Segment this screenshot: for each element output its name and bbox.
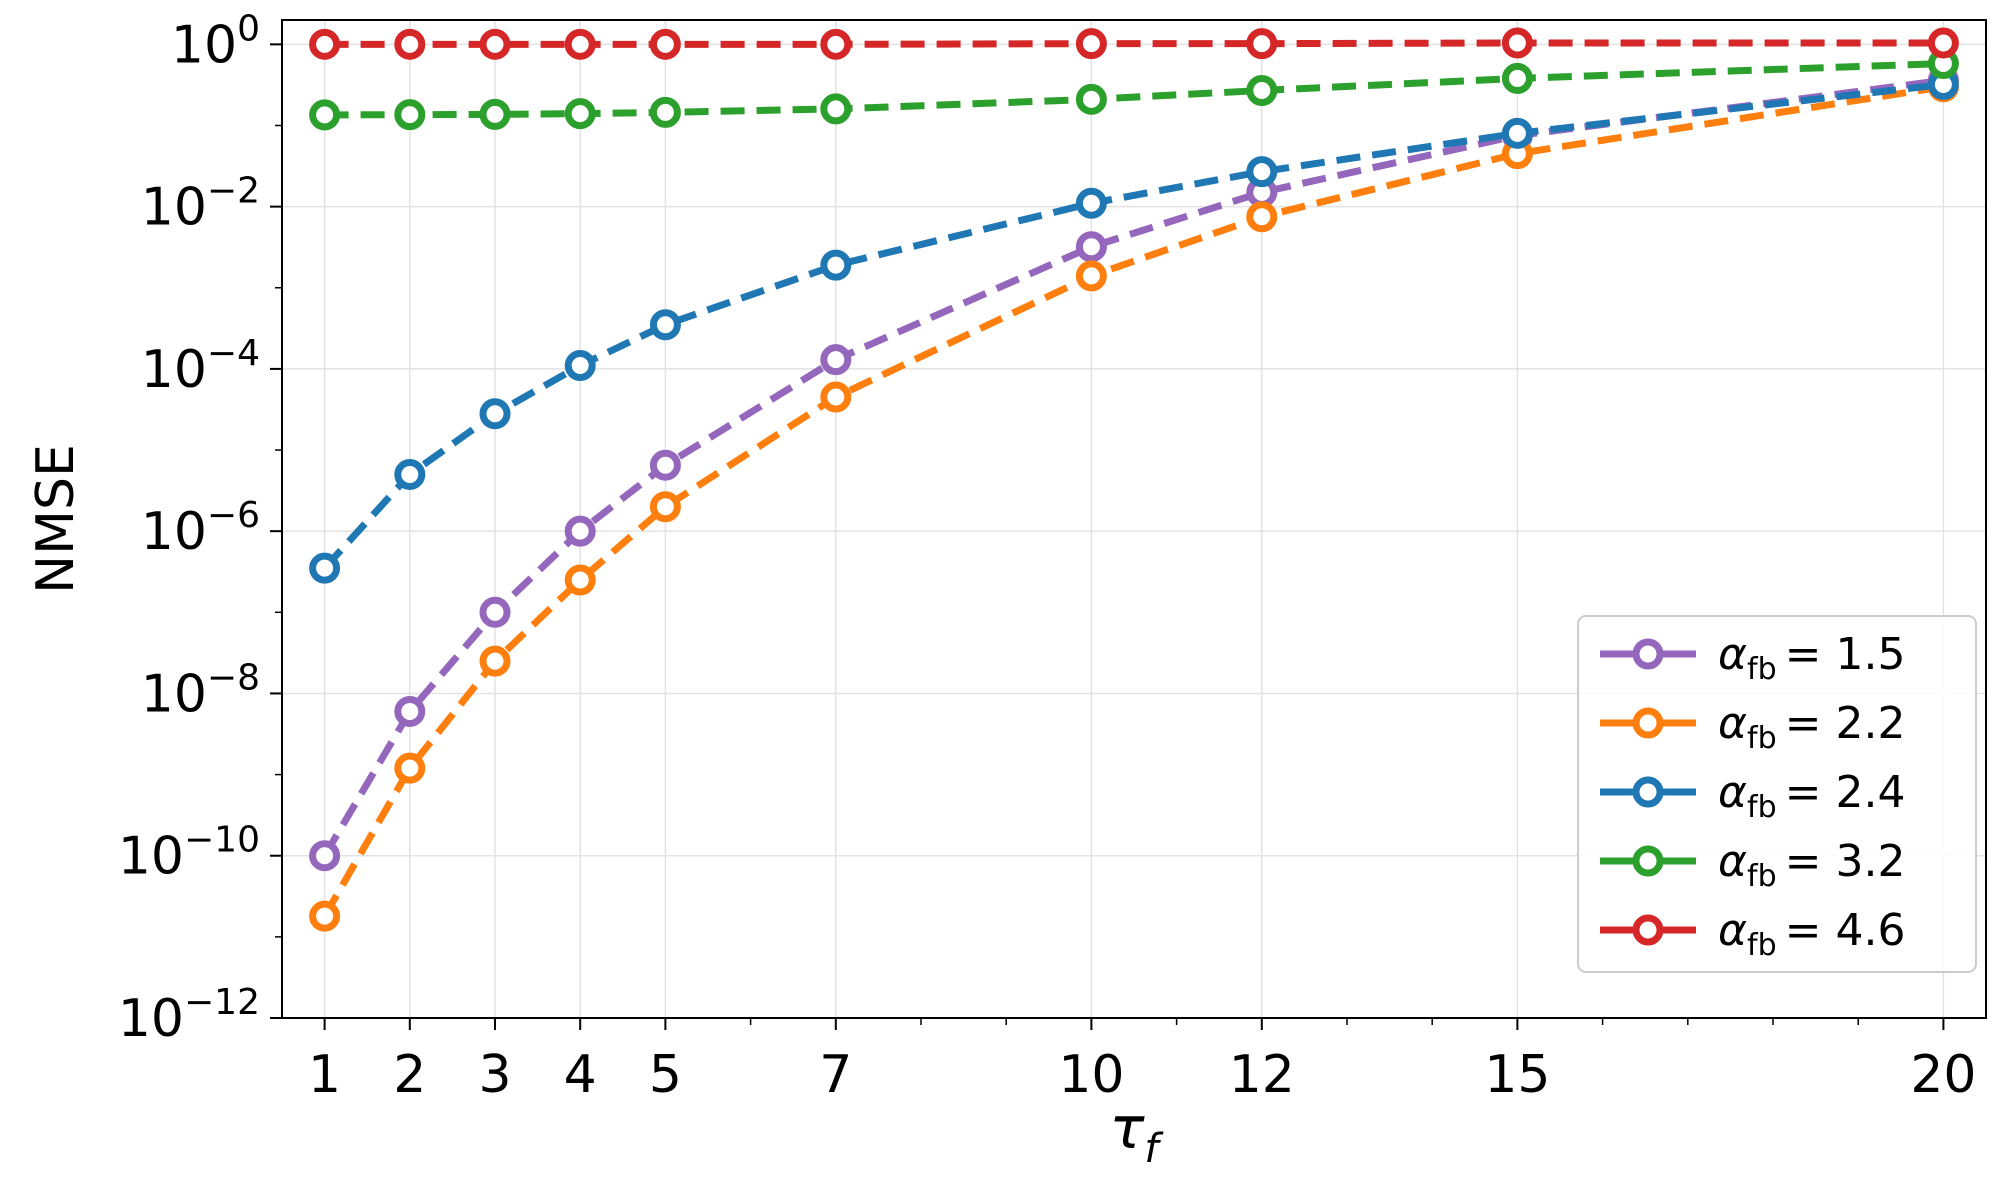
data-point [564,515,596,547]
y-tick-label: 100 [171,8,260,75]
legend: αfb = 1.5 αfb = 2.2 αfb = 2.4 αfb = 3.2 αfb = 4.6 [1577,615,1977,973]
legend-swatch-marker [1632,845,1664,877]
data-point [649,491,681,523]
data-point [394,695,426,727]
series-3 [309,48,1959,131]
data-point [1501,117,1533,149]
legend-label: αfb = 2.4 [1718,767,1905,825]
data-point [309,28,341,60]
data-point [1075,187,1107,219]
x-tick-label: 2 [393,1045,426,1105]
data-point [479,645,511,677]
legend-swatch-marker [1632,638,1664,670]
data-point [309,552,341,584]
y-axis-label: NMSE [26,444,86,594]
data-point [479,398,511,430]
x-tick-label: 4 [564,1045,597,1105]
legend-label: αfb = 2.2 [1718,698,1905,756]
series-line [321,76,1944,858]
data-point [649,96,681,128]
data-point [820,249,852,281]
series-4 [309,27,1959,60]
data-point [479,28,511,60]
y-tick-label: 10−2 [141,171,260,238]
y-tick-label: 10−8 [141,657,260,724]
data-point [564,350,596,382]
series-2 [309,68,1959,584]
data-point [1246,156,1278,188]
x-tick-label: 5 [649,1045,682,1105]
data-point [1075,231,1107,263]
data-point [564,564,596,596]
data-point [309,99,341,131]
data-point [1501,27,1533,59]
legend-label: αfb = 1.5 [1718,629,1905,687]
x-tick-label: 7 [819,1045,852,1105]
legend-swatch-marker [1632,707,1664,739]
data-point [394,99,426,131]
series-line [321,83,1944,918]
data-point [649,309,681,341]
legend-swatch-marker [1632,914,1664,946]
data-point [820,93,852,125]
data-point [564,98,596,130]
y-tick-label: 10−12 [118,982,260,1049]
x-tick-label: 1 [308,1045,341,1105]
x-tick-label: 20 [1910,1045,1976,1105]
x-tick-label: 10 [1058,1045,1124,1105]
data-point [1246,28,1278,60]
series-layer [309,27,1959,932]
plot-frame [281,19,1987,1019]
legend-swatch-marker [1632,776,1664,808]
legend-label: αfb = 4.6 [1718,905,1905,963]
data-point [1075,28,1107,60]
x-tick-label: 15 [1484,1045,1550,1105]
data-point [820,381,852,413]
data-point [394,752,426,784]
data-point [394,458,426,490]
axes: 1 2 3 4 5 7 10 12 15 2010010−210−410−610−810−1010… [118,8,1977,1105]
data-point [820,344,852,376]
data-point [1075,83,1107,115]
data-point [309,840,341,872]
y-tick-label: 10−10 [118,820,260,887]
data-point [1246,74,1278,106]
x-tick-label: 3 [478,1045,511,1105]
series-line [324,39,1944,48]
data-point [479,98,511,130]
data-point [479,596,511,628]
y-tick-label: 10−4 [141,333,260,400]
data-point [649,449,681,481]
data-point [820,28,852,60]
y-tick-label: 10−6 [141,495,260,562]
data-point [309,900,341,932]
x-tick-label: 12 [1229,1045,1295,1105]
data-point [1501,62,1533,94]
data-point [1927,27,1959,59]
data-point [1246,201,1278,233]
data-point [649,28,681,60]
data-point [1075,260,1107,292]
series-line [324,60,1944,119]
data-point [564,28,596,60]
legend-box [1577,615,1977,973]
legend-label: αfb = 3.2 [1718,836,1905,894]
series-line [322,81,1944,571]
data-point [394,28,426,60]
x-axis-label: τf [1109,1094,1164,1172]
